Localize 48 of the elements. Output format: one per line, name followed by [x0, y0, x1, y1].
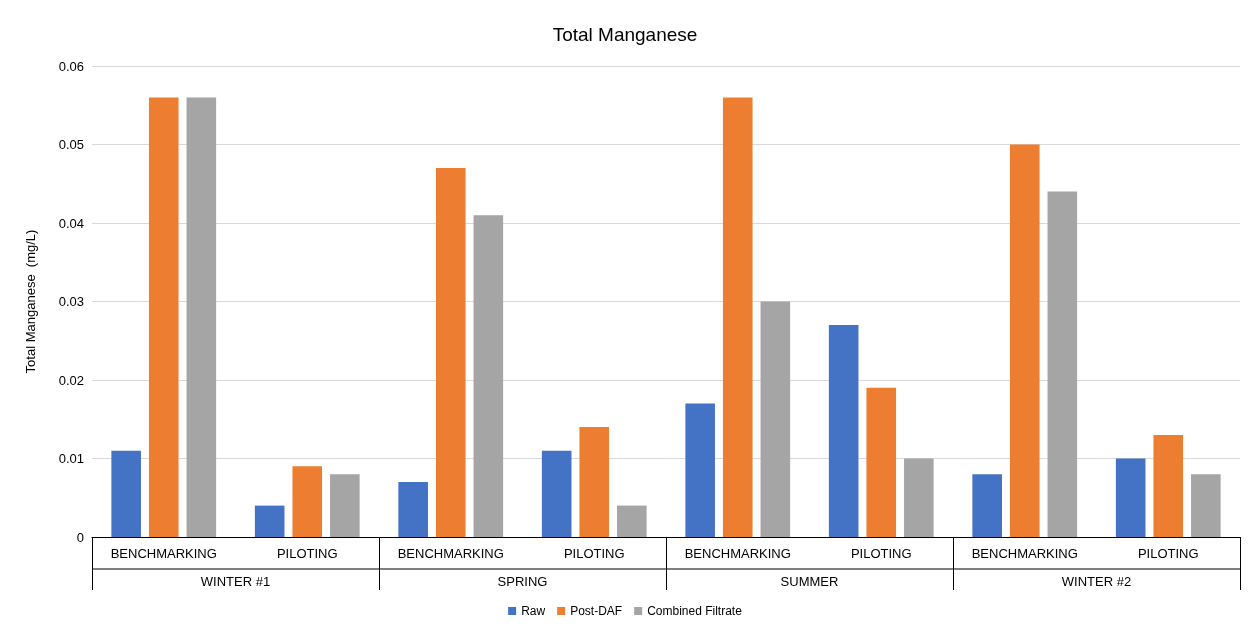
bar — [1009, 144, 1040, 537]
bar — [760, 301, 791, 537]
bar — [1191, 474, 1221, 537]
y-tick-label: 0.03 — [58, 294, 84, 309]
x-tick-label: BENCHMARKING — [684, 546, 791, 561]
bar — [473, 215, 504, 537]
text: SPRING — [497, 573, 548, 589]
bar — [617, 505, 647, 537]
bar — [972, 474, 1002, 537]
x-tick-label: PILOTING — [1137, 546, 1199, 561]
x-tick-label: BENCHMARKING — [397, 546, 504, 561]
bar — [722, 97, 753, 537]
bar — [1115, 458, 1146, 537]
bar — [398, 482, 428, 537]
text: WINTER #2 — [1061, 573, 1132, 589]
y-tick-label: 0.01 — [58, 451, 84, 466]
legend-label: Post-DAF — [570, 604, 623, 618]
text: WINTER #1 — [200, 573, 271, 589]
bar — [148, 97, 179, 537]
y-tick-label: 0.05 — [58, 137, 84, 152]
bar — [1153, 434, 1184, 537]
y-tick-label: 0 — [76, 529, 84, 545]
y-tick-label: 0.06 — [58, 58, 84, 74]
bar — [685, 403, 715, 537]
bar — [541, 450, 572, 537]
x-tick-label: PILOTING — [850, 546, 912, 561]
bar — [292, 466, 323, 537]
bar — [579, 427, 610, 537]
x-tick-label: PILOTING — [276, 546, 338, 561]
x-tick-label: BENCHMARKING — [110, 546, 217, 561]
text: SUMMER — [780, 573, 839, 589]
y-tick-label: 0.04 — [58, 215, 84, 231]
x-tick-label: PILOTING — [563, 546, 625, 561]
bar — [1047, 191, 1078, 537]
y-tick-label: 0.02 — [58, 372, 84, 388]
bar — [866, 387, 897, 537]
legend-label: Raw — [521, 604, 546, 618]
chart-title: Total Manganese — [552, 24, 698, 45]
bar — [904, 458, 934, 537]
y-axis-title: Total Manganese (mg/L) — [23, 229, 38, 374]
bar — [186, 97, 217, 537]
bar — [435, 168, 466, 537]
bar — [330, 474, 360, 537]
bar — [111, 450, 141, 537]
bar — [828, 325, 859, 537]
x-tick-label: BENCHMARKING — [971, 546, 1078, 561]
bar — [254, 505, 285, 537]
legend-label: Combined Filtrate — [647, 604, 743, 618]
